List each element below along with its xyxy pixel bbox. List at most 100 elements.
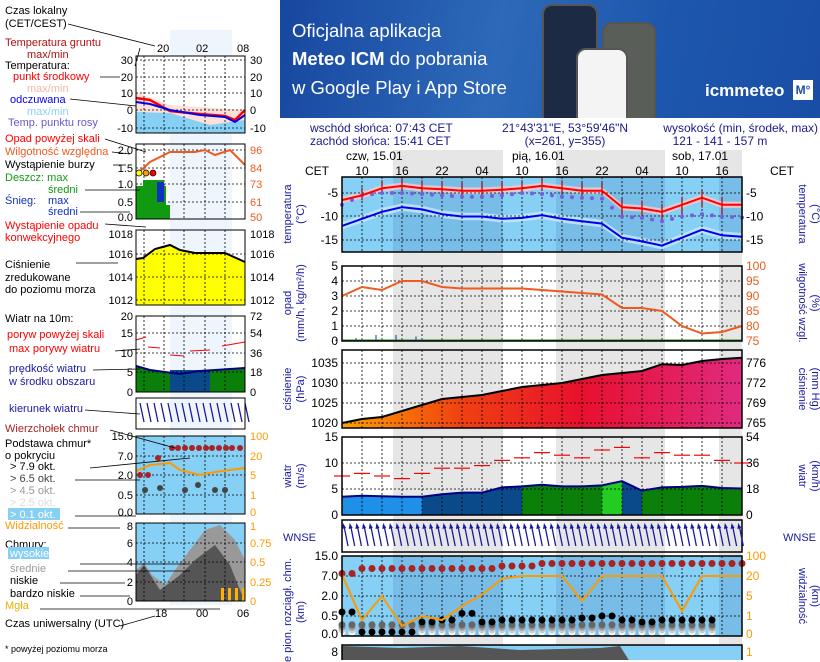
legend-tick: 0.75 xyxy=(250,538,271,550)
wind-arrow-head xyxy=(388,523,393,529)
wind-speed-fill xyxy=(362,495,382,515)
wind-kmh-tick: 36 xyxy=(746,456,760,470)
panel-frame xyxy=(341,519,743,553)
legend-tick: 1018 xyxy=(109,229,133,241)
legend-humidity-line xyxy=(135,148,246,176)
dewpoint-dot xyxy=(560,194,564,199)
legend-tick: 30 xyxy=(250,55,262,67)
wind-arrow xyxy=(698,525,704,547)
wind-arrow xyxy=(437,525,443,547)
dewpoint-dot xyxy=(470,194,474,199)
legend-convective2: konwekcyjnego xyxy=(5,232,80,244)
legend-cloudbase-dot xyxy=(142,487,148,493)
precip-tick: 5 xyxy=(331,259,338,273)
dewpoint-dot xyxy=(510,192,514,197)
legend-snow-avg: średni xyxy=(48,206,78,218)
wind-arrow-head xyxy=(703,523,708,529)
pressure-line xyxy=(341,356,743,424)
legend-frame xyxy=(135,315,246,393)
legend-convective: Wystąpienie opadu xyxy=(5,220,98,232)
temp-tick-right: -5 xyxy=(746,186,757,200)
legend-very-low: bardzo niskie xyxy=(10,588,75,600)
legend-cloudbase-dot xyxy=(222,487,228,493)
wind-speed-fill xyxy=(562,486,582,515)
cloud-top-dot xyxy=(588,560,596,567)
legend-tick: 20 xyxy=(121,311,133,323)
legend-wind-speed2: w środku obszaru xyxy=(8,376,95,388)
legend-connector xyxy=(84,409,141,415)
wind-arrow-head xyxy=(455,523,460,529)
pressure-axis-title: ciśnienie (hPa) xyxy=(282,367,307,411)
legend-tick: 0.0 xyxy=(118,212,133,224)
wind-speed-fill xyxy=(722,487,742,515)
legend-connector xyxy=(109,429,176,449)
legend-tick: 0 xyxy=(127,105,133,117)
cloud-base-dot xyxy=(498,616,506,624)
legend-cloudtop-dot xyxy=(137,472,143,478)
wind-speed-fill xyxy=(342,495,362,515)
pressure-mmhg-tick: 772 xyxy=(746,376,766,390)
legend-cloudtop-dot xyxy=(155,455,161,461)
wind-arrow xyxy=(597,525,604,547)
cloud-base-dot xyxy=(658,616,666,624)
legend-fog-bar xyxy=(235,588,238,601)
legend-wind-speed: prędkość wiatru xyxy=(9,363,86,375)
cloud-base-dot xyxy=(468,621,476,629)
wind-arrow-head xyxy=(576,523,581,529)
app-banner[interactable]: Oficjalna aplikacja Meteo ICM do pobrani… xyxy=(280,0,820,118)
cloud-base-dot xyxy=(618,616,626,624)
cloud-top-dot xyxy=(648,560,656,567)
legend-rain-avg: średni xyxy=(48,184,78,196)
dewpoint-dot xyxy=(710,213,714,218)
legend-temperature: Temperatura: xyxy=(5,60,70,72)
cloud-base-dot xyxy=(518,621,526,629)
dewpoint-dot xyxy=(490,194,494,199)
dewpoint-dot xyxy=(430,192,434,197)
cloud-top-dot xyxy=(458,565,466,572)
legend-visibility-line xyxy=(135,461,246,477)
legend-tick: -10 xyxy=(117,123,133,135)
cloud-base-dot xyxy=(618,621,626,629)
wind-arrow xyxy=(376,525,383,547)
wind-arrow-head xyxy=(556,523,561,529)
banner-line-1: Oficjalna aplikacja xyxy=(292,20,442,41)
dewpoint-dot xyxy=(520,191,524,195)
cloud-base-dot xyxy=(508,621,516,629)
wind-arrow-head xyxy=(710,523,715,529)
hour-label: 16 xyxy=(715,164,729,178)
cloud-base-dot xyxy=(598,621,606,629)
precip-tick: 1 xyxy=(331,319,338,333)
cloud-top-dot xyxy=(628,560,636,567)
cloud-top-dot xyxy=(558,560,566,567)
legend-wind-arrow xyxy=(230,402,236,423)
wind-arrow-head xyxy=(462,523,467,529)
cloud-base-dot xyxy=(358,621,366,629)
legend-tick: 1 xyxy=(250,521,256,533)
dewpoint-dot xyxy=(390,191,394,195)
panel-frame xyxy=(341,176,743,253)
legend-gust-max: max porywy wiatru xyxy=(9,343,100,355)
wind-axis-title: wiatr (m/s) xyxy=(282,463,307,489)
legend-wind-arrow xyxy=(181,402,187,423)
wind-arrow-head xyxy=(697,523,702,529)
temp-tick-right: -10 xyxy=(746,210,764,224)
cloud-top-dot xyxy=(508,562,516,570)
legend-hour-bottom: 18 xyxy=(155,608,167,620)
wind-arrow xyxy=(638,525,644,547)
elevation-values: 121 - 141 - 157 m xyxy=(672,134,768,148)
legend-tick: 15.0 xyxy=(112,431,133,443)
wind-arrow-head xyxy=(670,523,675,529)
legend-midpoint-mm: max/min xyxy=(27,83,69,95)
legend-tick: 1.5 xyxy=(118,163,133,175)
wind-arrow xyxy=(390,525,396,547)
cloud-base-dot xyxy=(588,621,596,629)
cloud-base-dot xyxy=(368,621,376,629)
legend-tick: 30 xyxy=(121,55,133,67)
cloud-base-dot xyxy=(648,618,656,626)
legend-tick: 54 xyxy=(250,328,262,340)
wind-arrow xyxy=(410,525,416,547)
wind-kmh-axis-title: (km/h) wiatr xyxy=(796,460,820,492)
wind-arrow-head xyxy=(569,523,574,529)
pressure-mmhg-tick: 765 xyxy=(746,416,766,430)
wind-arrow xyxy=(530,525,537,547)
